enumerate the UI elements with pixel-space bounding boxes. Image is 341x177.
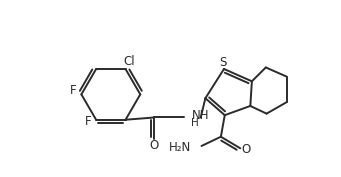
Text: NH: NH <box>191 109 209 122</box>
Text: O: O <box>150 139 159 152</box>
Text: O: O <box>242 143 251 156</box>
Text: H: H <box>191 118 199 128</box>
Text: H₂N: H₂N <box>168 141 191 154</box>
Text: F: F <box>85 115 92 128</box>
Text: F: F <box>70 84 77 97</box>
Text: S: S <box>220 56 227 68</box>
Text: Cl: Cl <box>124 55 135 68</box>
